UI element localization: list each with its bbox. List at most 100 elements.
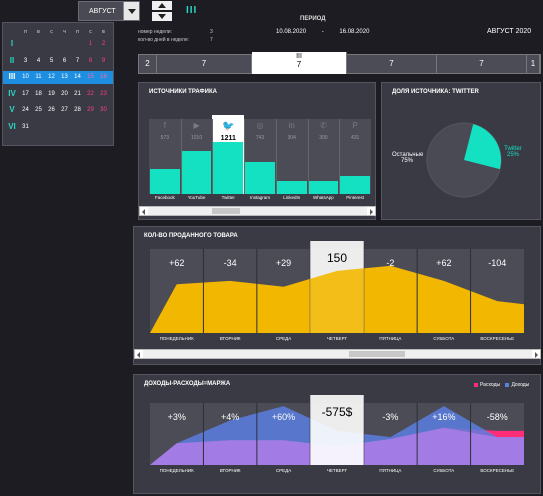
calendar-week-row[interactable]: IV 17 18 19 20 21 22 23 xyxy=(3,88,113,101)
calendar-day-header: с xyxy=(89,29,92,35)
week-strip-cell[interactable]: 7 xyxy=(157,55,252,73)
calendar-day[interactable]: 31 xyxy=(22,123,29,130)
sales-area-active xyxy=(310,268,364,333)
calendar-day[interactable]: 22 xyxy=(87,90,94,97)
day-change-value: +62 xyxy=(169,258,185,268)
calendar-week-row[interactable]: V 24 25 26 27 28 29 30 xyxy=(3,104,113,117)
traffic-column[interactable]: ◎ 743 xyxy=(244,119,276,194)
day-change-value: -58% xyxy=(486,412,508,422)
expenses-swatch xyxy=(474,382,478,387)
week-strip-cell[interactable]: III 7 xyxy=(252,52,347,74)
day-change-value: +4% xyxy=(221,412,240,422)
calendar-day[interactable]: 18 xyxy=(35,90,42,97)
calendar-day[interactable]: 1 xyxy=(88,41,93,47)
day-label: ПОНЕДЕЛЬНИК xyxy=(159,336,194,341)
chevron-down-icon[interactable] xyxy=(123,2,139,20)
calendar-week-row[interactable]: III 10 11 12 13 14 15 16 xyxy=(3,71,113,84)
traffic-value: 1211 xyxy=(220,135,236,142)
calendar-day[interactable]: 15 xyxy=(87,74,94,80)
day-change-value: -104 xyxy=(488,258,507,268)
scroll-thumb[interactable] xyxy=(349,351,405,357)
twitter-icon: 🐦 xyxy=(222,121,235,132)
traffic-bar xyxy=(150,169,180,194)
scroll-thumb[interactable] xyxy=(212,208,240,214)
traffic-source-label: YouTube xyxy=(187,195,206,200)
instagram-icon: ◎ xyxy=(256,121,264,130)
calendar-day[interactable]: 2 xyxy=(101,41,106,47)
others-legend: Остальные 75% xyxy=(392,152,423,164)
month-dropdown[interactable]: АВГУСТ xyxy=(78,1,140,21)
calendar-day[interactable]: 11 xyxy=(35,74,42,80)
traffic-value: 304 xyxy=(287,135,296,141)
calendar-day[interactable]: 24 xyxy=(22,107,29,113)
traffic-column[interactable]: ▶ 1010 xyxy=(180,119,213,194)
week-strip-cell[interactable]: 1 xyxy=(527,55,540,73)
calendar-day[interactable]: 29 xyxy=(87,107,94,113)
spinner-up-button[interactable] xyxy=(152,1,172,10)
calendar-week-row[interactable]: II 3 4 5 6 7 8 9 xyxy=(3,55,113,68)
week-strip-cell[interactable]: 7 xyxy=(437,55,527,73)
calendar-day[interactable]: 9 xyxy=(101,57,106,64)
day-change-value: -575$ xyxy=(321,405,353,419)
calendar-day[interactable]: 26 xyxy=(48,107,55,113)
traffic-column[interactable]: P 431 xyxy=(339,119,371,194)
day-label: ВОСКРЕСЕНЬЕ xyxy=(480,468,515,473)
scroll-right-icon[interactable] xyxy=(532,350,540,358)
calendar-week-label: III xyxy=(8,72,16,81)
sales-scrollbar[interactable] xyxy=(134,349,541,359)
week-strip: 2 7 III 7 7 7 1 xyxy=(138,52,541,74)
week-spinner[interactable] xyxy=(152,1,172,21)
calendar-day[interactable]: 17 xyxy=(22,90,29,97)
traffic-scrollbar[interactable] xyxy=(139,206,376,216)
pinterest-icon: P xyxy=(352,121,358,130)
day-change-value: -3% xyxy=(382,412,399,422)
calendar-day[interactable]: 19 xyxy=(48,90,55,97)
traffic-column[interactable]: f 573 xyxy=(149,119,181,194)
days-in-week-value: 7 xyxy=(210,37,213,43)
calendar-day[interactable]: 8 xyxy=(88,57,93,64)
scroll-left-icon[interactable] xyxy=(140,207,148,215)
calendar-day[interactable]: 14 xyxy=(74,74,81,80)
column-separator xyxy=(339,119,341,194)
calendar-day[interactable]: 30 xyxy=(100,107,107,113)
calendar-day[interactable]: 12 xyxy=(48,74,55,80)
margin-overlap-area xyxy=(150,427,524,465)
day-label: ВТОРНИК xyxy=(219,468,241,473)
traffic-column[interactable]: ✆ 300 xyxy=(307,119,340,194)
calendar-day[interactable]: 16 xyxy=(100,74,107,80)
scroll-right-icon[interactable] xyxy=(367,207,375,215)
calendar-day[interactable]: 13 xyxy=(61,74,68,80)
calendar-day[interactable]: 20 xyxy=(61,90,68,97)
calendar-day[interactable]: 4 xyxy=(36,57,41,64)
calendar-day[interactable]: 21 xyxy=(74,90,81,97)
calendar-day[interactable]: 6 xyxy=(62,57,67,64)
week-strip-cell[interactable]: 2 xyxy=(139,55,157,73)
traffic-title: ИСТОЧНИКИ ТРАФИКА xyxy=(149,89,217,95)
calendar-week-label: I xyxy=(10,39,14,48)
active-day-highlight xyxy=(310,395,364,465)
week-strip-cell[interactable]: 7 xyxy=(347,55,437,73)
calendar-week-row[interactable]: VI 31 xyxy=(3,121,113,134)
sales-title: КОЛ-ВО ПРОДАННОГО ТОВАРА xyxy=(144,233,238,239)
calendar-day[interactable]: 27 xyxy=(61,107,68,113)
spinner-down-button[interactable] xyxy=(152,12,172,21)
traffic-source-label: LinkedIn xyxy=(283,195,301,200)
share-title: ДОЛЯ ИСТОЧНИКА: TWITTER xyxy=(392,89,479,95)
calendar-day[interactable]: 7 xyxy=(75,57,80,64)
calendar-week-row[interactable]: I 1 2 xyxy=(3,38,113,51)
traffic-source-label: Twitter xyxy=(221,195,235,200)
calendar-day[interactable]: 23 xyxy=(100,90,107,97)
calendar-day[interactable]: 28 xyxy=(74,107,81,113)
calendar-day[interactable]: 10 xyxy=(22,74,29,80)
calendar-day[interactable]: 25 xyxy=(35,107,42,113)
traffic-column[interactable]: in 304 xyxy=(275,119,308,194)
traffic-bar xyxy=(213,142,244,194)
traffic-value: 431 xyxy=(350,135,360,141)
calendar-day[interactable]: 5 xyxy=(49,57,54,64)
period-title: ПЕРИОД xyxy=(300,16,326,22)
traffic-column[interactable]: 🐦 1211 xyxy=(212,115,245,194)
calendar-day[interactable]: 3 xyxy=(23,57,28,64)
calendar-day-header: п xyxy=(76,29,79,35)
traffic-bar xyxy=(181,150,212,194)
scroll-left-icon[interactable] xyxy=(135,350,143,358)
